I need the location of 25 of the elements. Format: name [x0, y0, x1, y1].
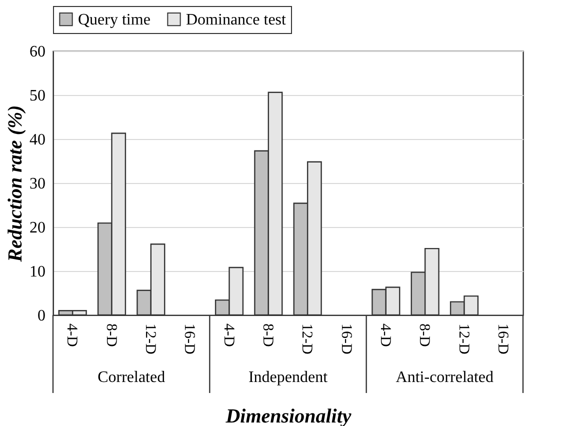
text: Correlated — [98, 369, 166, 386]
y-tick-label: 30 — [30, 176, 46, 192]
text: Anti-correlated — [396, 369, 494, 386]
x-tick-label: 16-D — [494, 324, 510, 354]
y-tick-label: 10 — [30, 264, 46, 280]
x-tick-label: 12-D — [455, 324, 472, 354]
x-tick-label: 4-D — [376, 324, 393, 347]
x-tick-label: 12-D — [298, 324, 315, 354]
x-tick-label: 4-D — [220, 324, 236, 347]
x-tick-label: 8-D — [416, 324, 432, 347]
x-tick-label: 4-D — [64, 324, 80, 347]
y-tick-label: 60 — [30, 44, 46, 60]
y-tick-label: 40 — [30, 132, 46, 148]
text: Independent — [248, 369, 328, 386]
x-tick-label: 16-D — [338, 324, 354, 354]
y-tick-label: 0 — [38, 308, 46, 324]
legend-label: Query time — [78, 11, 150, 28]
x-tick-label: 8-D — [102, 324, 119, 347]
legend-label: Dominance test — [186, 11, 287, 28]
y-tick-label: 20 — [30, 220, 46, 236]
y-tick-label: 50 — [30, 88, 46, 104]
x-tick-label: 12-D — [142, 324, 158, 354]
x-tick-label: 8-D — [259, 324, 276, 347]
x-tick-label: 16-D — [181, 324, 198, 354]
y-axis-title: Reduction rate (%) — [4, 105, 26, 263]
